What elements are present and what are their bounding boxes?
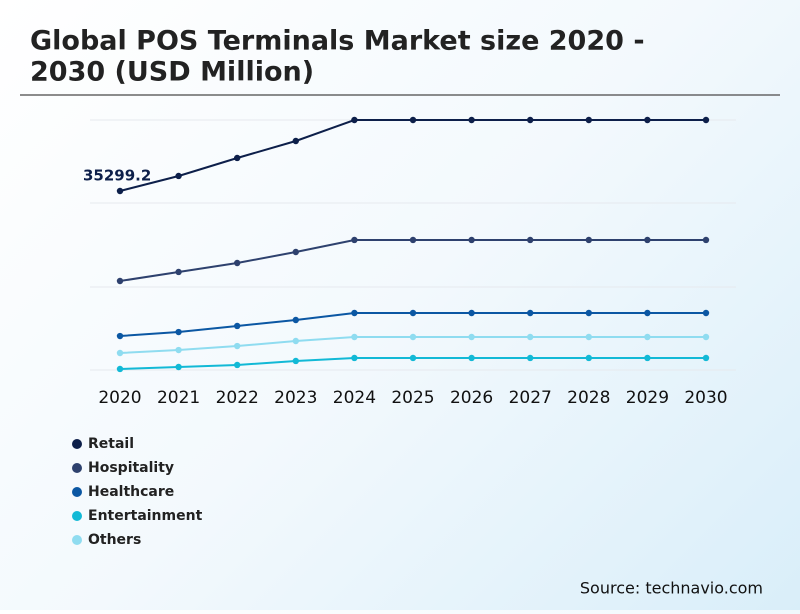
point bbox=[409, 354, 417, 362]
data-label: 35299.2 bbox=[83, 166, 151, 184]
legend-marker bbox=[72, 463, 82, 473]
point bbox=[468, 236, 475, 244]
point bbox=[585, 116, 592, 124]
point bbox=[409, 333, 417, 341]
point bbox=[468, 116, 475, 124]
point bbox=[175, 268, 182, 276]
point bbox=[351, 236, 358, 244]
point bbox=[527, 309, 534, 317]
x-tick-label: 2021 bbox=[157, 388, 200, 408]
point bbox=[702, 333, 710, 341]
point bbox=[175, 346, 182, 354]
legend-label: Retail bbox=[88, 436, 134, 452]
grid bbox=[90, 119, 736, 371]
point bbox=[351, 354, 358, 362]
point bbox=[351, 333, 358, 341]
x-tick-label: 2028 bbox=[567, 388, 610, 408]
point bbox=[292, 337, 299, 345]
point bbox=[175, 328, 182, 336]
x-tick-label: 2029 bbox=[626, 388, 669, 408]
point bbox=[527, 333, 534, 341]
point bbox=[234, 342, 241, 350]
point bbox=[409, 116, 417, 124]
x-tick-label: 2024 bbox=[333, 388, 376, 408]
point bbox=[644, 236, 651, 244]
point bbox=[644, 116, 651, 124]
point bbox=[292, 137, 299, 145]
point bbox=[351, 116, 358, 124]
x-tick-label: 2030 bbox=[684, 388, 727, 408]
x-tick-label: 2027 bbox=[509, 388, 552, 408]
source: Source: technavio.com bbox=[580, 579, 763, 598]
point bbox=[585, 236, 592, 244]
point bbox=[234, 259, 241, 267]
point bbox=[292, 316, 299, 324]
point bbox=[644, 309, 651, 317]
legend-marker bbox=[72, 439, 82, 449]
legend-label: Others bbox=[88, 532, 141, 548]
chart-title: Global POS Terminals Market size 2020 - bbox=[30, 26, 645, 57]
series-line bbox=[119, 312, 706, 338]
legend-marker bbox=[72, 535, 82, 545]
point bbox=[468, 333, 475, 341]
point bbox=[292, 248, 299, 256]
point bbox=[116, 332, 124, 340]
point bbox=[234, 361, 241, 369]
point bbox=[468, 309, 475, 317]
x-tick-label: 2020 bbox=[98, 388, 141, 408]
point bbox=[644, 354, 651, 362]
point bbox=[527, 236, 534, 244]
point bbox=[702, 116, 710, 124]
point bbox=[351, 309, 358, 317]
legend-label: Entertainment bbox=[88, 508, 203, 524]
legend-label: Hospitality bbox=[88, 460, 174, 476]
legend-label: Healthcare bbox=[88, 484, 174, 500]
point bbox=[409, 236, 417, 244]
point bbox=[175, 363, 182, 371]
point bbox=[116, 187, 124, 195]
point bbox=[409, 309, 417, 317]
point bbox=[116, 365, 124, 373]
point bbox=[702, 354, 710, 362]
point bbox=[585, 309, 592, 317]
chart-title: 2030 (USD Million) bbox=[30, 57, 314, 88]
point bbox=[702, 236, 710, 244]
series-line bbox=[119, 119, 706, 192]
point bbox=[116, 277, 124, 285]
point bbox=[234, 322, 241, 330]
series-line bbox=[119, 238, 706, 282]
point bbox=[644, 333, 651, 341]
point bbox=[116, 349, 124, 357]
legend-marker bbox=[72, 511, 82, 521]
point bbox=[702, 309, 710, 317]
x-tick-label: 2026 bbox=[450, 388, 493, 408]
point bbox=[585, 354, 592, 362]
point bbox=[527, 116, 534, 124]
point bbox=[585, 333, 592, 341]
x-tick-label: 2025 bbox=[391, 388, 434, 408]
point bbox=[468, 354, 475, 362]
point bbox=[234, 154, 241, 162]
point bbox=[292, 357, 299, 365]
point bbox=[175, 172, 182, 180]
x-tick-label: 2023 bbox=[274, 388, 317, 408]
point bbox=[527, 354, 534, 362]
x-tick-label: 2022 bbox=[216, 388, 259, 408]
legend-marker bbox=[72, 487, 82, 497]
